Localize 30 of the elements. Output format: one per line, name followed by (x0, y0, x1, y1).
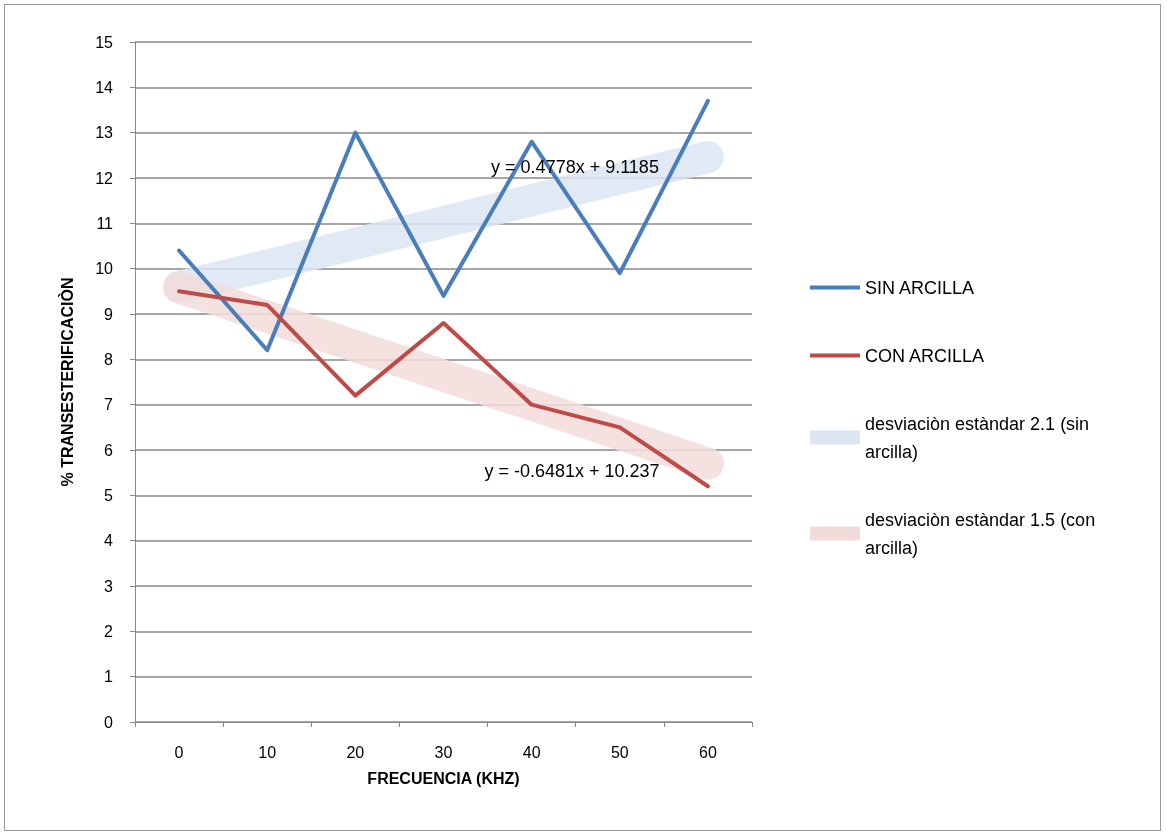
x-tick-label: 30 (434, 743, 453, 761)
y-tick-label: 1 (104, 668, 114, 686)
y-tick-label: 4 (104, 532, 114, 550)
y-tick-label: 15 (95, 33, 114, 51)
legend-label: SIN ARCILLA (865, 277, 975, 298)
y-tick-label: 11 (96, 214, 114, 232)
y-tick-label: 13 (95, 124, 114, 142)
legend-label: desviaciòn estàndar 2.1 (sin arcilla) (865, 413, 1095, 462)
y-tick-label: 10 (95, 260, 114, 278)
x-tick-label: 0 (174, 743, 184, 761)
x-tick-label: 40 (522, 743, 541, 761)
x-tick-label: 10 (258, 743, 277, 761)
y-tick-label: 12 (95, 169, 114, 187)
y-axis-title: % TRANSESTERIFICACIÒN (57, 277, 76, 487)
y-tick-label: 2 (104, 622, 114, 640)
y-tick-label: 8 (104, 350, 114, 368)
legend-label: CON ARCILLA (865, 345, 985, 366)
x-tick-label: 60 (699, 743, 717, 761)
y-tick-label: 7 (104, 396, 114, 414)
legend-label: desviaciòn estàndar 1.5 (con arcilla) (865, 509, 1101, 558)
y-tick-label: 9 (104, 305, 114, 323)
annotation: y = -0.6481x + 10.237 (484, 461, 660, 481)
y-tick-label: 0 (104, 713, 114, 731)
y-tick-label: 6 (104, 441, 114, 459)
x-tick-label: 50 (610, 743, 629, 761)
y-tick-label: 14 (95, 78, 114, 96)
y-tick-label: 3 (104, 577, 114, 595)
y-tick-label: 5 (104, 486, 114, 504)
x-axis-title: FRECUENCIA (KHZ) (367, 769, 520, 787)
x-tick-label: 20 (346, 743, 365, 761)
